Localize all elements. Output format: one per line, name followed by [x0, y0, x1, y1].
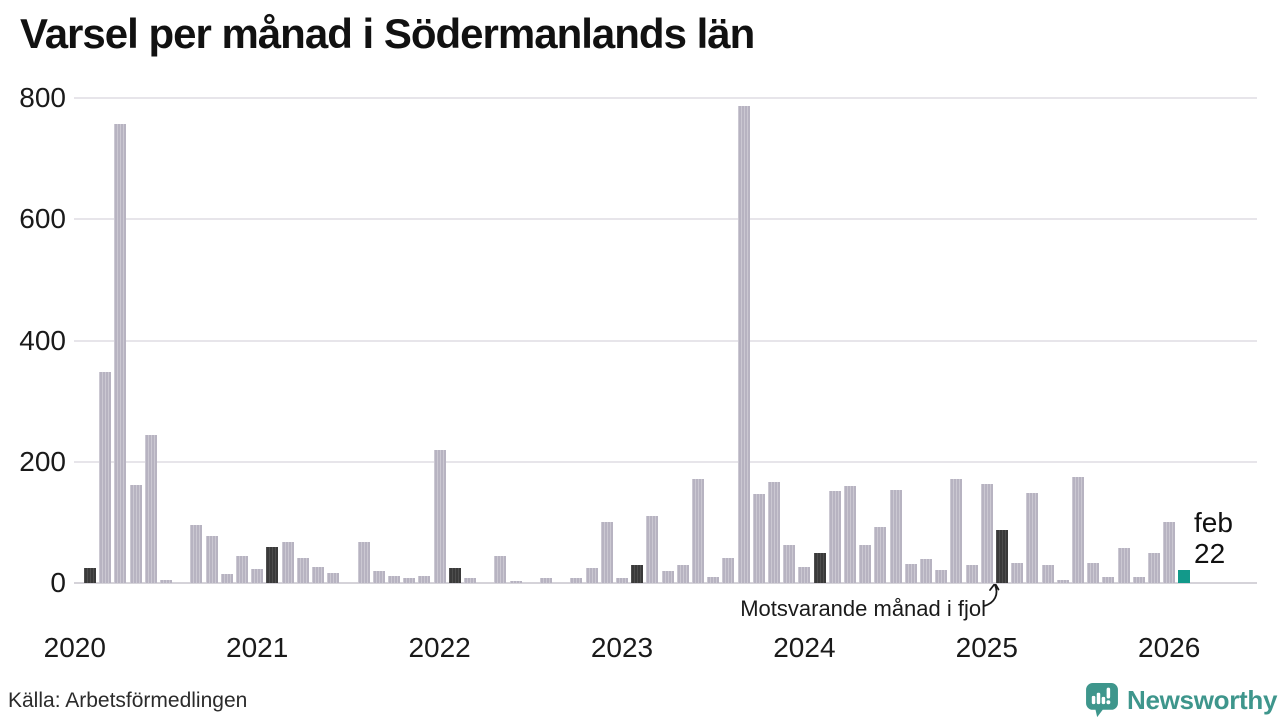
bar-current-month — [1178, 569, 1191, 583]
bar — [692, 478, 704, 583]
bar — [388, 575, 400, 583]
bar — [464, 577, 476, 583]
gridline — [74, 218, 1257, 221]
bar — [144, 435, 157, 583]
bar — [114, 124, 127, 583]
x-axis-year-label: 2024 — [773, 632, 836, 663]
bar-same-month-last-years — [813, 552, 826, 583]
bar — [1011, 562, 1024, 583]
bar — [1072, 476, 1084, 583]
bar — [403, 578, 416, 583]
bar — [1056, 579, 1069, 583]
bar — [1148, 553, 1160, 583]
bar — [1132, 576, 1145, 583]
bar — [935, 569, 948, 583]
bar — [220, 573, 233, 583]
bar — [844, 486, 856, 583]
y-axis-tick-label: 0 — [50, 567, 66, 598]
chart-title: Varsel per månad i Södermanlands län — [20, 10, 755, 57]
bar — [828, 490, 841, 583]
x-axis-year-label: 2026 — [1138, 632, 1201, 663]
newsworthy-logo: Newsworthy — [1085, 681, 1277, 719]
bar — [494, 555, 507, 583]
bar-same-month-last-years — [996, 530, 1008, 583]
bar — [920, 558, 932, 583]
latest-value-label: feb 22 — [1194, 507, 1233, 569]
bar — [129, 485, 142, 583]
bar — [1163, 522, 1176, 583]
bar — [1102, 576, 1115, 583]
bar — [616, 578, 628, 583]
gridline — [74, 97, 1257, 99]
latest-value-number: 22 — [1194, 538, 1226, 569]
bar-same-month-last-years — [448, 568, 461, 583]
x-axis-line — [74, 582, 1257, 584]
bar — [661, 571, 674, 583]
y-axis-tick-label: 400 — [19, 324, 66, 356]
bar — [160, 579, 172, 583]
bar — [251, 569, 264, 583]
bar — [737, 105, 750, 583]
latest-value-month: feb — [1194, 507, 1233, 538]
x-axis-year-label: 2021 — [226, 632, 289, 663]
x-axis-year-label: 2022 — [408, 632, 471, 663]
bar — [707, 576, 720, 583]
bar — [798, 567, 811, 583]
bar — [676, 564, 689, 583]
x-axis-year-label: 2020 — [43, 632, 106, 663]
bar — [540, 578, 552, 583]
bar — [752, 494, 765, 583]
bar — [418, 576, 431, 583]
bar — [1117, 548, 1130, 583]
bar — [509, 580, 522, 583]
annotation-label: Motsvarande månad i fjol — [740, 596, 986, 621]
bar — [600, 522, 613, 583]
bar — [768, 481, 780, 583]
bar — [99, 372, 112, 583]
bar — [722, 557, 735, 583]
bar — [646, 516, 659, 583]
newsworthy-wordmark: Newsworthy — [1127, 685, 1278, 715]
bar-same-month-last-years — [631, 564, 644, 583]
gridline — [74, 460, 1257, 463]
gridline — [74, 339, 1257, 342]
bar — [372, 570, 385, 583]
bar-same-month-last-years — [266, 546, 279, 583]
x-axis-year-label: 2023 — [590, 632, 654, 663]
bar — [190, 525, 203, 583]
bar — [281, 542, 294, 583]
bar — [327, 572, 340, 583]
bar — [950, 479, 963, 583]
bar — [889, 489, 902, 583]
source-note: Källa: Arbetsförmedlingen — [8, 689, 248, 712]
y-axis-tick-label: 600 — [19, 203, 66, 235]
bar — [1041, 564, 1054, 583]
bar — [874, 527, 887, 583]
bar — [1026, 493, 1039, 583]
bar — [205, 536, 218, 583]
bar — [783, 544, 796, 583]
y-axis-tick-label: 800 — [19, 82, 66, 113]
newsworthy-speech-bubble-bar-chart-icon — [1086, 683, 1118, 718]
bar — [296, 557, 309, 583]
bar — [357, 542, 370, 583]
bar — [312, 566, 324, 583]
bar — [1087, 562, 1100, 583]
bar — [965, 564, 978, 583]
annotation-arrow-icon — [983, 582, 1000, 607]
y-axis-tick-label: 200 — [19, 445, 66, 477]
bar — [570, 578, 583, 583]
bar-same-month-last-years — [84, 567, 96, 583]
bar — [980, 484, 993, 583]
bar — [433, 449, 446, 583]
bar — [585, 568, 598, 583]
bar — [904, 563, 917, 583]
bar — [859, 544, 872, 583]
x-axis-year-label: 2025 — [955, 632, 1018, 663]
bar — [236, 555, 248, 583]
